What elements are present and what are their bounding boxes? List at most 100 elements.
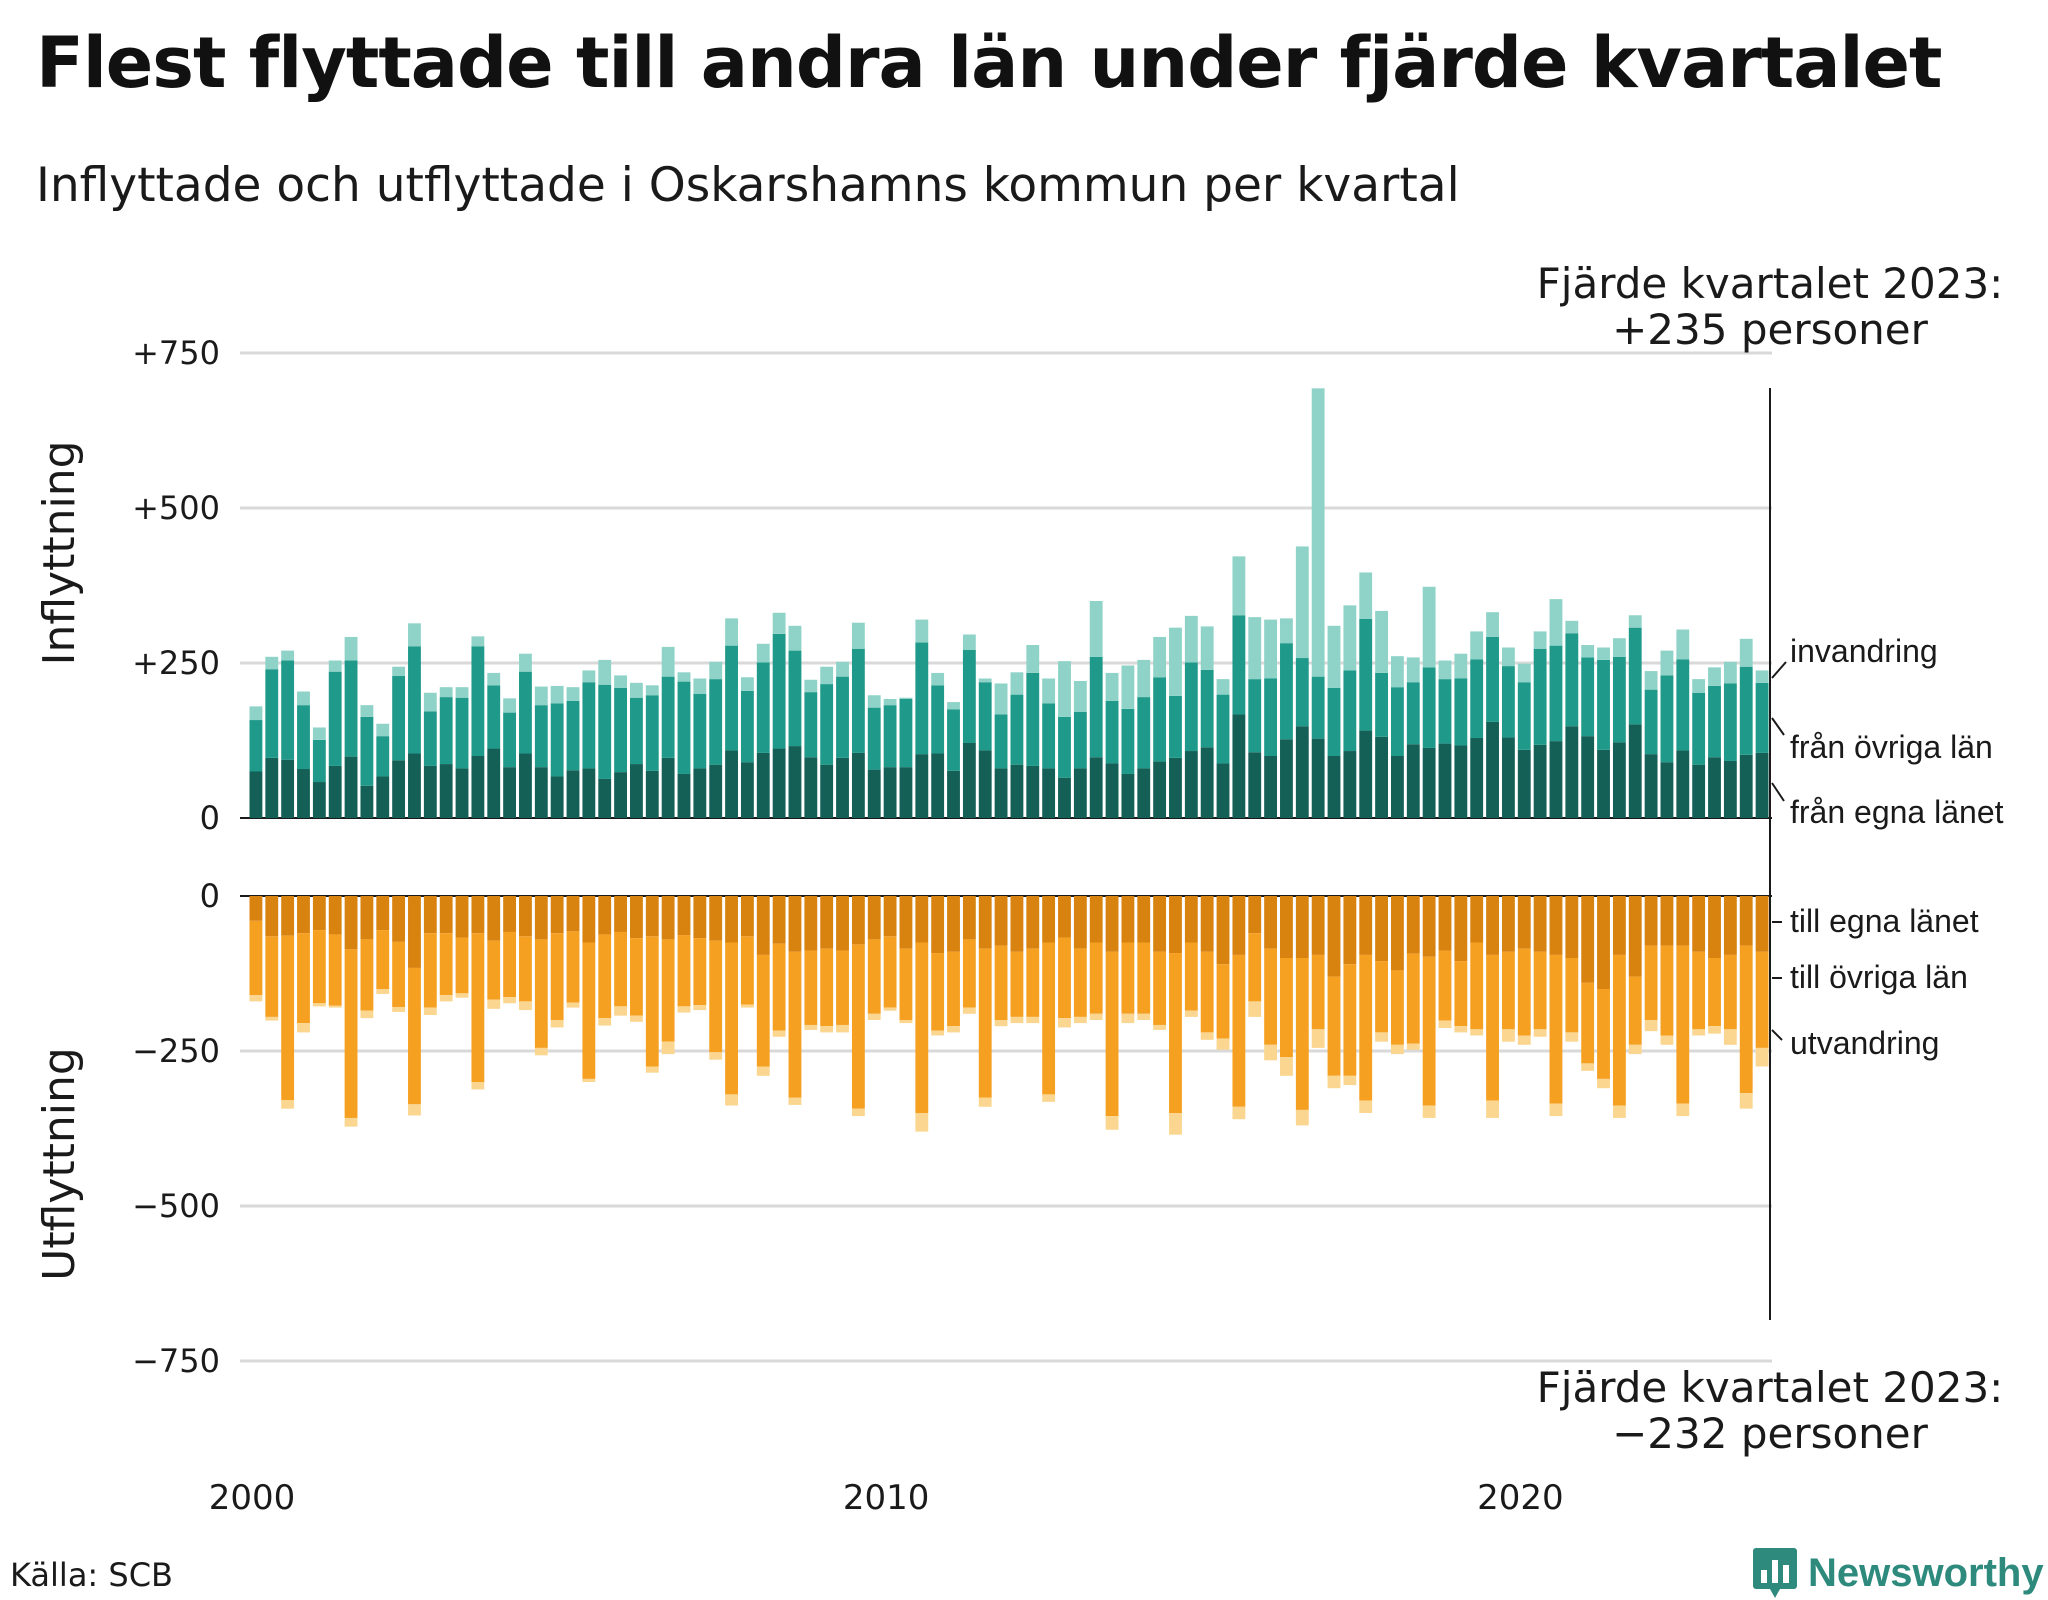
bar-inflow-segment	[851, 622, 865, 649]
bar-inflow-segment	[1280, 618, 1293, 644]
bar-inflow-segment	[1089, 757, 1103, 818]
bar-outflow-segment	[566, 931, 580, 1003]
bar-outflow-segment	[1676, 1103, 1690, 1117]
bar-outflow-segment	[1581, 982, 1595, 1064]
bar-inflow-segment	[519, 671, 532, 754]
bar-outflow-segment	[598, 1018, 612, 1026]
bar-inflow-segment	[867, 707, 881, 770]
bar-outflow-segment	[1327, 976, 1341, 1076]
bar-outflow-segment	[582, 942, 596, 1079]
bar-inflow-segment	[1295, 726, 1309, 818]
bar-inflow-segment	[297, 769, 310, 818]
leader-utvandring	[1771, 1029, 1783, 1041]
bar-outflow-segment	[265, 1016, 279, 1021]
bar-inflow-segment	[614, 772, 627, 818]
bar-inflow-segment	[1612, 638, 1626, 657]
bar-outflow-segment	[1422, 896, 1436, 957]
bar-outflow-segment	[725, 896, 738, 943]
bar-outflow-segment	[297, 933, 310, 1024]
bar-inflow-segment	[281, 650, 295, 661]
bar-outflow-segment	[519, 896, 532, 937]
bar-inflow-segment	[249, 706, 263, 721]
bar-outflow-segment	[740, 896, 754, 937]
bar-outflow-segment	[1327, 1075, 1341, 1089]
bar-outflow-segment	[1406, 896, 1420, 954]
bar-outflow-segment	[788, 896, 802, 952]
bar-inflow-segment	[1692, 764, 1706, 818]
bar-inflow-segment	[376, 723, 390, 737]
bar-inflow-segment	[1121, 773, 1135, 818]
y-tick-label-outflow: −500	[132, 1187, 220, 1225]
bar-outflow-segment	[1264, 896, 1278, 949]
bar-inflow-segment	[1422, 747, 1436, 818]
bar-outflow-segment	[1026, 1016, 1040, 1024]
bar-inflow-segment	[360, 716, 374, 786]
bar-inflow-segment	[598, 684, 612, 779]
bar-inflow-segment	[1359, 618, 1373, 731]
bar-outflow-segment	[725, 942, 738, 1095]
bar-outflow-segment	[899, 948, 913, 1020]
bar-inflow-segment	[931, 753, 945, 818]
bar-outflow-segment	[630, 1015, 643, 1022]
bar-outflow-segment	[820, 896, 834, 949]
bar-inflow-segment	[1042, 678, 1056, 704]
bar-outflow-segment	[740, 1004, 754, 1008]
bar-inflow-segment	[740, 690, 754, 763]
bar-outflow-segment	[1184, 896, 1198, 943]
bar-inflow-segment	[978, 678, 992, 683]
bar-outflow-segment	[344, 896, 358, 950]
bar-inflow-segment	[614, 675, 627, 688]
bar-inflow-segment	[376, 736, 390, 777]
bar-inflow-segment	[1311, 388, 1325, 677]
bar-outflow-segment	[772, 1030, 786, 1037]
bar-outflow-segment	[915, 896, 929, 943]
bar-inflow-segment	[1597, 749, 1610, 818]
bar-inflow-segment	[756, 643, 770, 663]
bar-outflow-segment	[994, 1020, 1008, 1027]
bar-inflow-segment	[1755, 670, 1769, 683]
bar-outflow-segment	[281, 896, 295, 936]
bar-inflow-segment	[1454, 745, 1468, 818]
bar-inflow-segment	[1327, 687, 1341, 756]
bar-outflow-segment	[1723, 1029, 1737, 1045]
bar-outflow-segment	[1581, 896, 1595, 983]
bar-inflow-segment	[1359, 572, 1373, 619]
bar-outflow-segment	[836, 896, 849, 951]
bar-inflow-segment	[756, 662, 770, 753]
bar-outflow-segment	[1454, 896, 1468, 962]
bar-outflow-segment	[1644, 945, 1658, 1020]
bar-outflow-segment	[899, 896, 913, 949]
bar-outflow-segment	[1438, 896, 1452, 951]
bar-inflow-segment	[883, 705, 897, 768]
bar-outflow-segment	[1470, 896, 1484, 943]
bar-inflow-segment	[804, 757, 818, 818]
bar-inflow-segment	[1660, 650, 1674, 676]
bar-outflow-segment	[947, 1026, 960, 1033]
bar-outflow-segment	[661, 896, 675, 940]
bar-outflow-segment	[1200, 1032, 1214, 1040]
bar-outflow-segment	[1280, 1057, 1293, 1076]
bar-outflow-segment	[1248, 933, 1262, 1002]
bar-inflow-segment	[1375, 672, 1388, 737]
bar-outflow-segment	[1073, 948, 1087, 1017]
bar-outflow-segment	[312, 930, 326, 1004]
bar-inflow-segment	[1533, 744, 1547, 818]
bar-inflow-segment	[1311, 738, 1325, 818]
bar-outflow-segment	[867, 896, 881, 940]
bar-inflow-segment	[1486, 721, 1499, 818]
bar-inflow-segment	[630, 697, 643, 765]
bar-outflow-segment	[883, 1007, 897, 1011]
bar-inflow-segment	[297, 691, 310, 706]
bar-inflow-segment	[1248, 752, 1262, 818]
bar-outflow-segment	[1058, 1018, 1071, 1028]
bar-outflow-segment	[281, 1099, 295, 1109]
bar-outflow-segment	[566, 1002, 580, 1008]
bar-outflow-segment	[693, 1005, 707, 1011]
bar-outflow-segment	[1612, 954, 1626, 1106]
bar-outflow-segment	[994, 896, 1008, 946]
bar-outflow-segment	[645, 896, 659, 937]
bar-outflow-segment	[1723, 954, 1737, 1030]
y-tick-label-outflow: −250	[132, 1032, 220, 1070]
bar-inflow-segment	[725, 750, 738, 818]
bar-inflow-segment	[1216, 679, 1230, 695]
